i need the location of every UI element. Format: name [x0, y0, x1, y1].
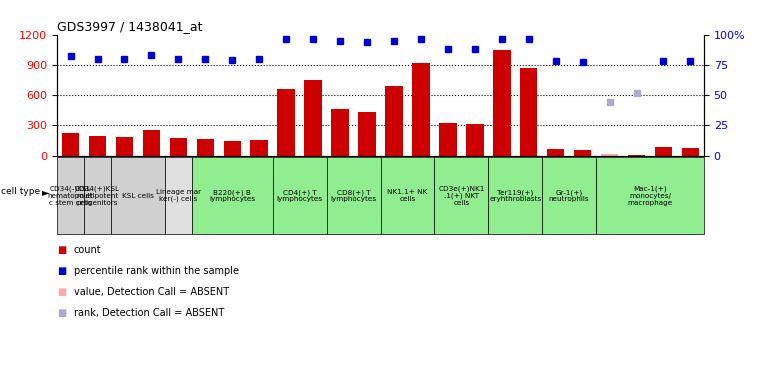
Bar: [412, 63, 430, 156]
Bar: [439, 123, 457, 156]
Text: ■: ■: [57, 245, 66, 255]
Text: Mac-1(+)
monocytes/
macrophage: Mac-1(+) monocytes/ macrophage: [627, 186, 673, 206]
Text: B220(+) B
lymphocytes: B220(+) B lymphocytes: [209, 189, 256, 202]
Bar: [196, 139, 214, 156]
Bar: [628, 154, 645, 156]
Bar: [601, 154, 619, 156]
Bar: [116, 137, 133, 156]
Text: KSL cells: KSL cells: [122, 193, 154, 199]
Bar: [520, 68, 537, 156]
Bar: [170, 138, 187, 156]
Text: ►: ►: [42, 187, 49, 197]
Text: CD34(+)KSL
multipotent
progenitors: CD34(+)KSL multipotent progenitors: [75, 186, 120, 206]
Text: CD34(-)KSL
hematopoiet
c stem cells: CD34(-)KSL hematopoiet c stem cells: [47, 186, 94, 206]
Text: percentile rank within the sample: percentile rank within the sample: [74, 266, 239, 276]
Bar: [142, 130, 160, 156]
Bar: [574, 150, 591, 156]
Bar: [89, 136, 107, 156]
Text: ■: ■: [57, 266, 66, 276]
Text: cell type: cell type: [1, 187, 40, 197]
Text: CD4(+) T
lymphocytes: CD4(+) T lymphocytes: [276, 189, 323, 202]
Bar: [62, 133, 79, 156]
Bar: [547, 149, 565, 156]
Bar: [654, 147, 672, 156]
Text: rank, Detection Call = ABSENT: rank, Detection Call = ABSENT: [74, 308, 224, 318]
Text: Lineage mar
ker(-) cells: Lineage mar ker(-) cells: [156, 189, 201, 202]
Text: NK1.1+ NK
cells: NK1.1+ NK cells: [387, 189, 428, 202]
Text: value, Detection Call = ABSENT: value, Detection Call = ABSENT: [74, 287, 229, 297]
Text: CD8(+) T
lymphocytes: CD8(+) T lymphocytes: [330, 189, 377, 202]
Bar: [224, 141, 241, 156]
Bar: [466, 124, 483, 156]
Bar: [682, 149, 699, 156]
Bar: [331, 109, 349, 156]
Text: ■: ■: [57, 287, 66, 297]
Bar: [493, 50, 511, 156]
Text: GDS3997 / 1438041_at: GDS3997 / 1438041_at: [57, 20, 202, 33]
Text: Gr-1(+)
neutrophils: Gr-1(+) neutrophils: [549, 189, 590, 202]
Bar: [304, 80, 322, 156]
Text: CD3e(+)NK1
.1(+) NKT
cells: CD3e(+)NK1 .1(+) NKT cells: [438, 185, 485, 206]
Bar: [250, 140, 268, 156]
Text: count: count: [74, 245, 101, 255]
Bar: [358, 112, 376, 156]
Text: ■: ■: [57, 308, 66, 318]
Bar: [278, 89, 295, 156]
Text: Ter119(+)
eryhthroblasts: Ter119(+) eryhthroblasts: [489, 189, 541, 202]
Bar: [385, 86, 403, 156]
